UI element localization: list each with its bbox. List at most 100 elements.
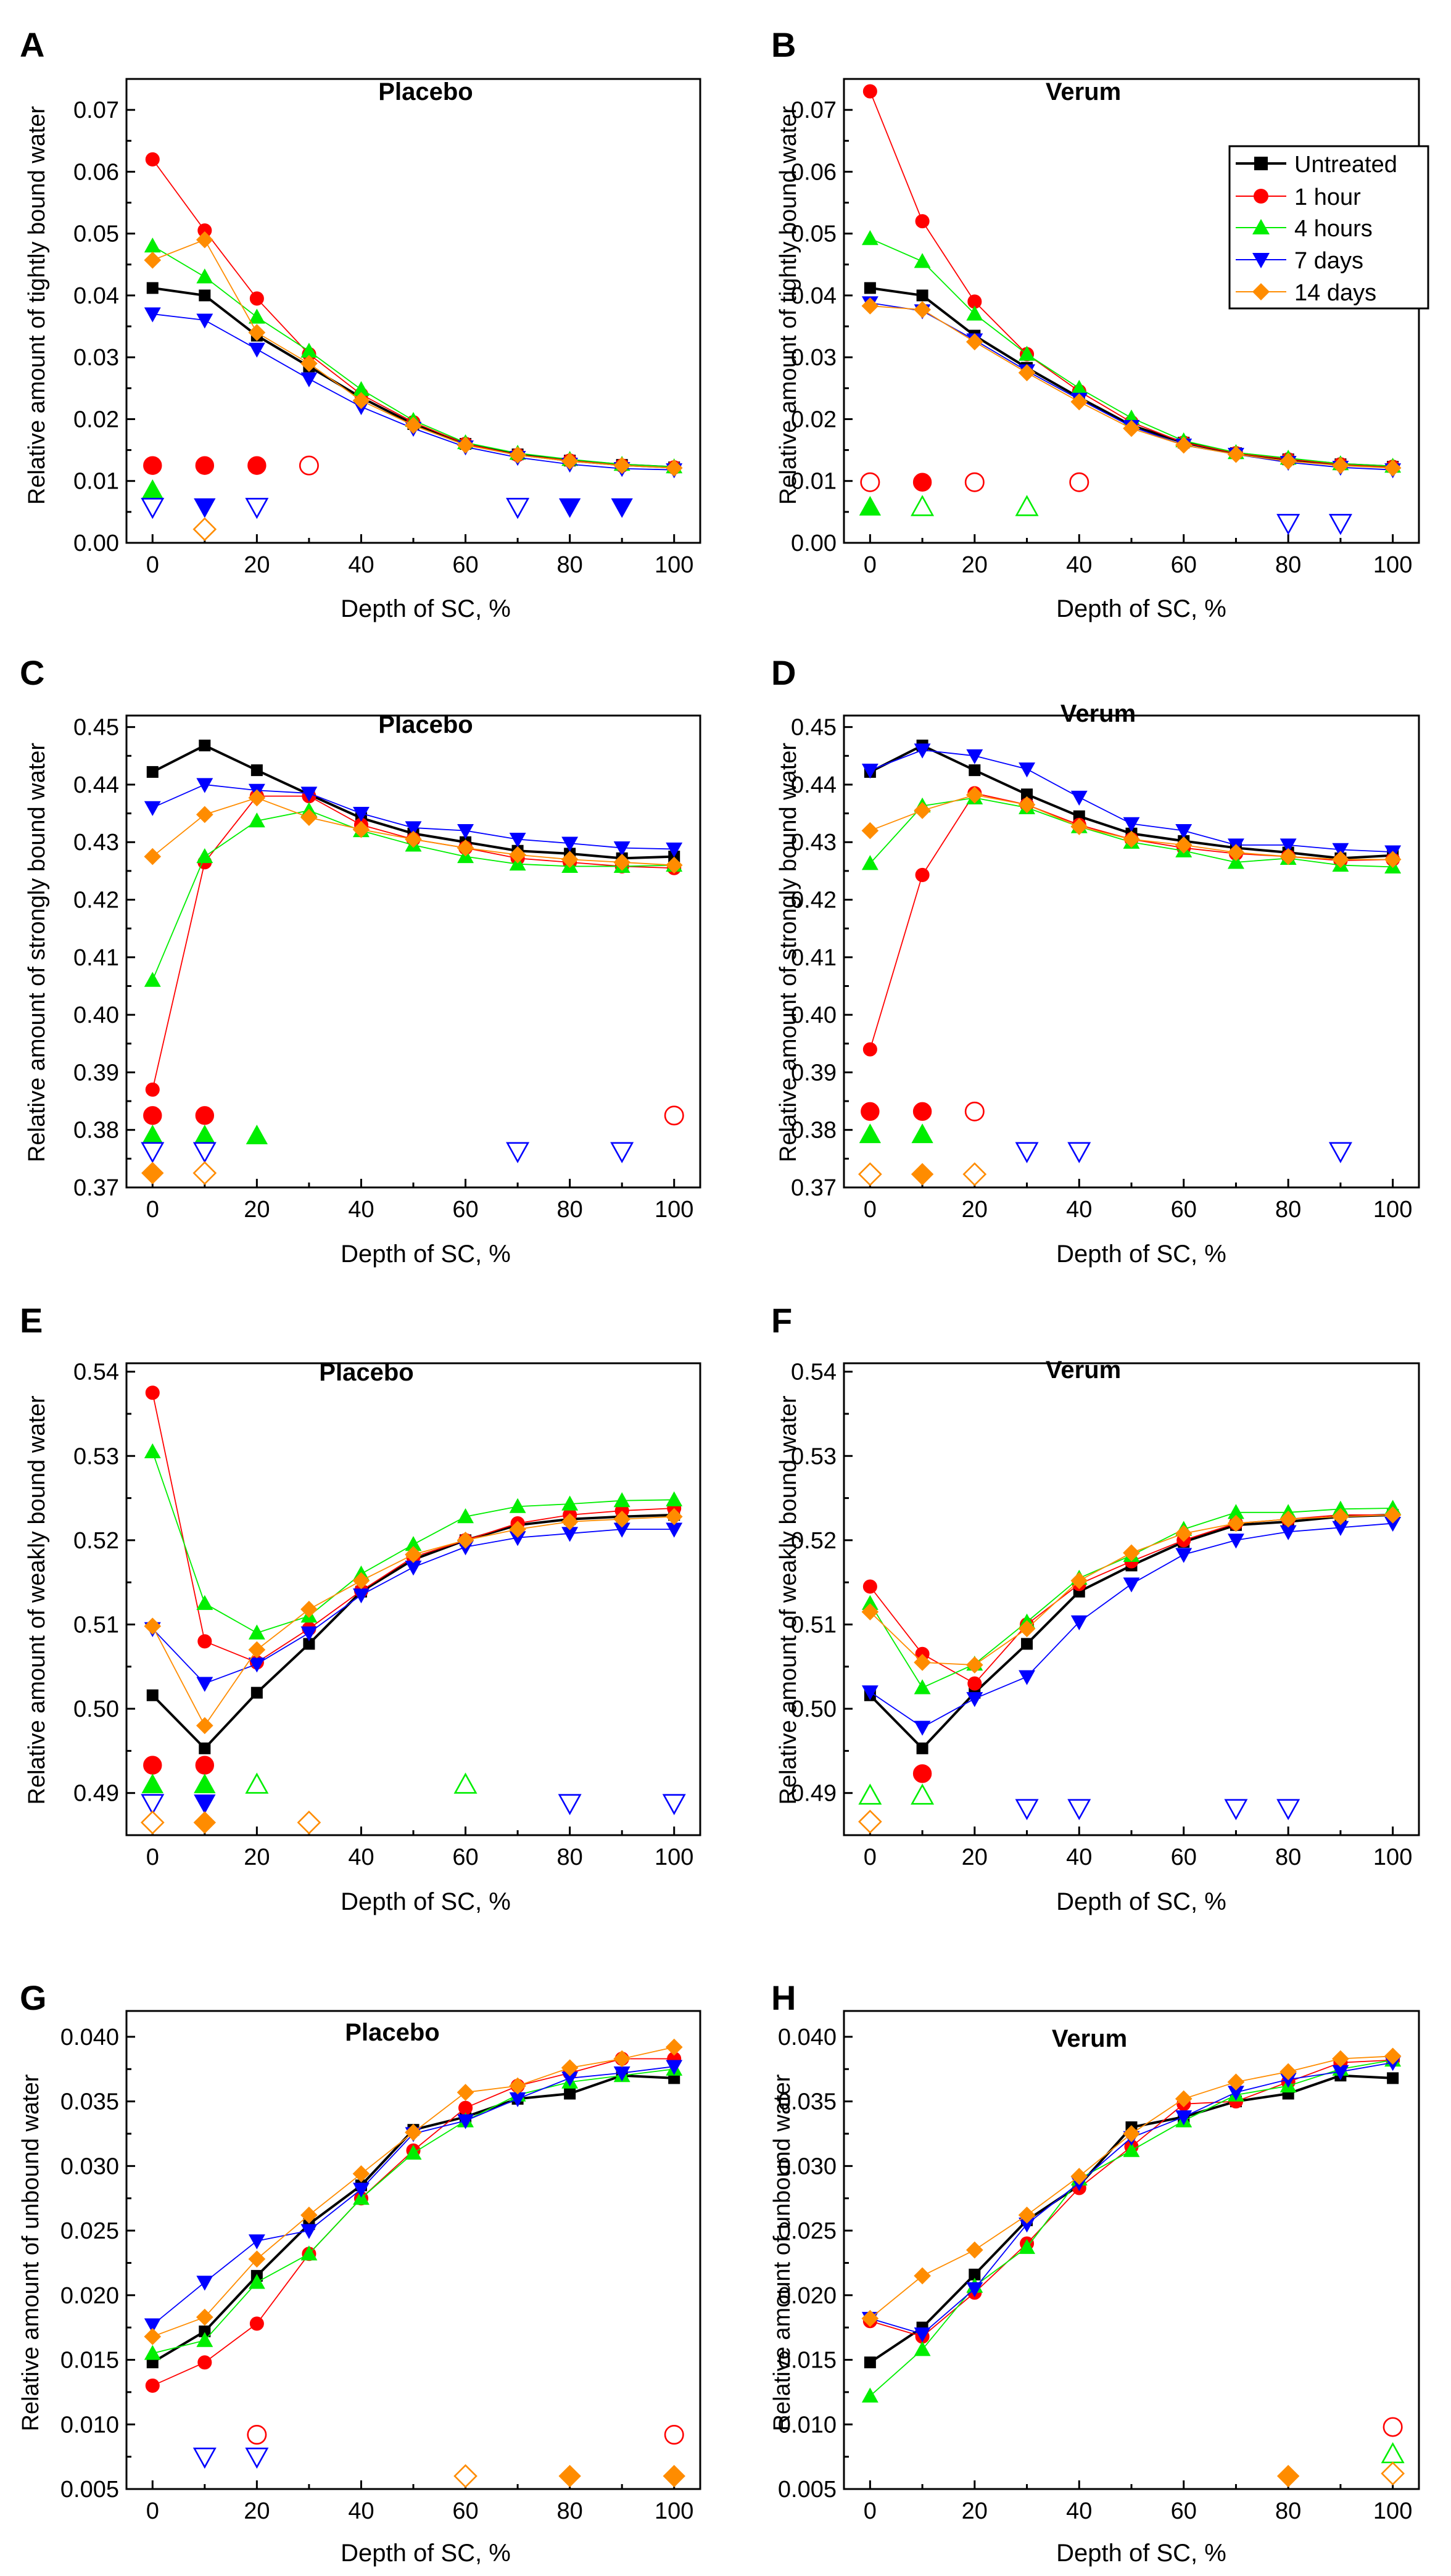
panel-a-point-untreated	[199, 289, 211, 302]
panel-g-ytick-label: 0.040	[60, 2025, 119, 2050]
panel-e-significance-marker-h4	[141, 1773, 163, 1793]
panel-d-plot: 0 20 40 60 80 100 0.37 0.38 0.39 0.40 0.41 0.42 0.43…	[791, 714, 1420, 1223]
panel-c-xtick-label: 40	[348, 1197, 374, 1223]
panel-d-point-d14	[965, 786, 983, 804]
panel-g-xtick-label: 20	[244, 2498, 270, 2524]
panel-c-ytick-label: 0.41	[73, 945, 119, 971]
panel-d-point-h4	[861, 855, 878, 870]
panel-h-ylabel: Relative amount of unbound water	[769, 2074, 795, 2431]
panel-c-point-d7	[300, 786, 318, 802]
panel-h-ytick-label: 0.010	[778, 2412, 837, 2438]
panel-g-point-d14	[509, 2077, 526, 2095]
panel-h-ytick-label: 0.025	[778, 2218, 837, 2244]
panel-d-point-d14	[1070, 818, 1088, 835]
panel-h-point-untreated	[1387, 2072, 1399, 2084]
panel-d-significance-marker-h4	[911, 1123, 933, 1144]
panel-f-xtick-label: 100	[1373, 1844, 1412, 1870]
panel-d-ytick-label: 0.37	[791, 1175, 837, 1201]
panel-a-ytick-label: 0.07	[73, 97, 119, 123]
panel-b-point-d14	[914, 301, 931, 318]
panel-f-xtick-label: 40	[1066, 1844, 1092, 1870]
panel-b-xtick-label: 40	[1066, 552, 1092, 578]
panel-b-point-d14	[1384, 459, 1402, 477]
panel-d-significance-marker-d7	[1015, 1142, 1039, 1163]
panel-a-ytick-label: 0.06	[73, 159, 119, 185]
panel-c-point-d7	[457, 824, 474, 840]
panel-c-ytick-label: 0.45	[73, 715, 119, 741]
panel-g-xtick-label: 100	[655, 2498, 693, 2524]
panel-a-ytick-label: 0.03	[73, 345, 119, 371]
panel-e-point-d14	[144, 1617, 162, 1635]
panel-h-ytick-label: 0.035	[778, 2089, 837, 2115]
panel-h-ytick-label: 0.005	[778, 2477, 837, 2503]
panel-e-point-untreated	[199, 1742, 211, 1754]
panel-c-point-d7	[353, 807, 370, 822]
panel-b-ytick-label: 0.03	[791, 345, 837, 371]
panel-d-point-d14	[914, 802, 931, 819]
panel-g-xtick-label: 60	[452, 2498, 478, 2524]
panel-h-title: Verum	[1052, 2025, 1127, 2052]
panel-d-ytick-label: 0.44	[791, 772, 837, 798]
panel-d-point-d14	[861, 822, 879, 840]
panel-g-ytick-label: 0.030	[60, 2153, 119, 2179]
panel-g-point-d14	[613, 2050, 631, 2068]
panel-f-point-d7	[966, 1692, 983, 1707]
panel-c-point-d14	[457, 839, 474, 857]
panel-h-ytick-label: 0.030	[778, 2153, 837, 2179]
panel-b-point-h4	[1019, 345, 1035, 361]
panel-a-point-d14	[509, 446, 526, 464]
panel-a: A Placebo Relative amount of tightly bou…	[20, 25, 701, 622]
panel-a-point-d7	[300, 372, 318, 387]
panel-h-xlabel: Depth of SC, %	[1056, 2540, 1226, 2567]
panel-c-significance-marker-d14	[192, 1161, 217, 1186]
legend-entry-7-days: 7 days	[1236, 248, 1363, 274]
panel-b-point-d14	[1332, 456, 1349, 474]
panel-g-significance-marker-h1	[664, 2425, 684, 2445]
panel-d-ytick-label: 0.40	[791, 1002, 837, 1028]
panel-e-ytick-label: 0.51	[73, 1612, 119, 1638]
panel-d-point-d14	[1332, 851, 1349, 869]
panel-g-point-d7	[196, 2276, 213, 2291]
panel-c-xtick-label: 0	[146, 1197, 159, 1223]
panel-e-significance-marker-d7	[141, 1794, 165, 1815]
panel-g-point-h4	[196, 2332, 213, 2347]
panel-c-significance-marker-h1	[195, 1106, 215, 1125]
panel-e-point-untreated	[146, 1689, 159, 1701]
panel-h-significance-marker-d14	[1276, 2464, 1300, 2488]
panel-e-point-h1	[145, 1385, 160, 1400]
panel-c-point-d14	[352, 820, 370, 838]
panel-d-point-d14	[1175, 836, 1193, 854]
panel-c-point-d7	[196, 778, 213, 793]
panel-letter-f: F	[771, 1301, 792, 1340]
panel-d-point-h1	[915, 867, 930, 882]
panel-e-point-h1	[197, 1634, 212, 1649]
panel-d-point-h1	[862, 1042, 877, 1057]
panel-c-xtick-label: 100	[655, 1197, 693, 1223]
panel-e-ytick-label: 0.54	[73, 1360, 119, 1385]
panel-d-point-d14	[1018, 796, 1036, 814]
panel-g-significance-marker-d14	[558, 2464, 581, 2488]
panel-b-significance-marker-d7	[1328, 514, 1352, 535]
panel-g-title: Placebo	[345, 2019, 439, 2046]
panel-f-xtick-label: 0	[864, 1844, 877, 1870]
panel-d-xtick-label: 80	[1275, 1197, 1301, 1223]
panel-g-point-d14	[144, 2328, 162, 2345]
legend-marker-1-hour	[1254, 189, 1268, 204]
panel-b-point-h4	[861, 230, 878, 246]
panel-a-point-d14	[196, 231, 213, 249]
panel-g-significance-marker-d7	[192, 2447, 217, 2469]
panel-a-xtick-label: 0	[146, 552, 159, 578]
panel-g-point-d7	[300, 2224, 318, 2239]
panel-c-ytick-label: 0.37	[73, 1175, 119, 1201]
legend-marker-4-hours	[1252, 219, 1270, 234]
panel-c-point-d14	[509, 846, 526, 864]
panel-a-point-d14	[405, 416, 422, 434]
panel-c-point-d7	[666, 842, 683, 858]
panel-f-point-untreated	[916, 1742, 928, 1754]
legend-marker-7-days	[1252, 253, 1270, 268]
panel-letter-g: G	[20, 1978, 47, 2017]
panel-e-xtick-label: 60	[452, 1844, 478, 1870]
panel-f-significance-marker-h1	[912, 1764, 932, 1783]
panel-a-significance-marker-d7	[558, 498, 581, 518]
panel-h-xtick-label: 100	[1373, 2498, 1412, 2524]
